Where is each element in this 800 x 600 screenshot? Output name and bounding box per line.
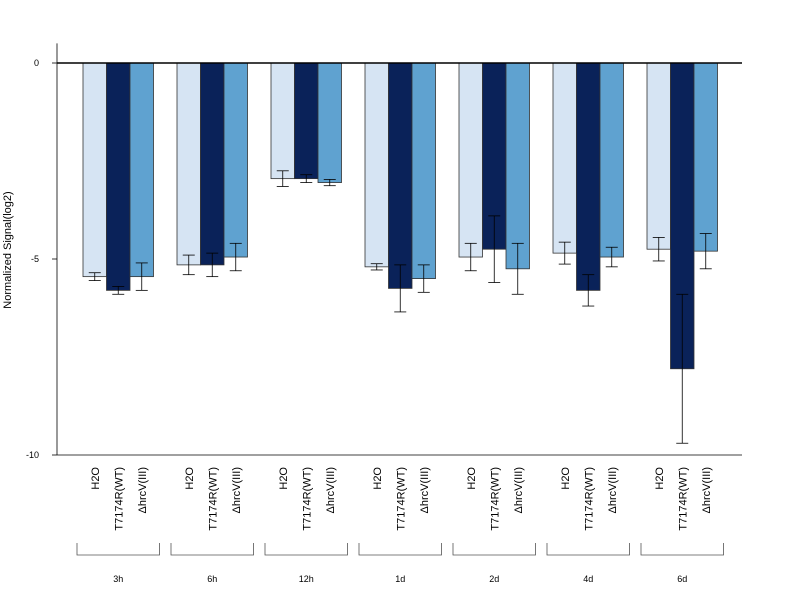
bar-3h-2 [129, 62, 154, 278]
x-tick-label: T7174R(WT) [677, 467, 689, 531]
y-axis: 0 -5 -10 [26, 43, 742, 460]
bar-1d-0 [364, 62, 389, 268]
error-bar-3h-0 [88, 272, 101, 281]
bar-4d-1 [576, 62, 601, 291]
x-tick-label: ΔhrcV(III) [137, 467, 149, 513]
error-bar-6d-1 [676, 293, 689, 444]
error-bar-1d-0 [370, 263, 383, 271]
error-bar-6h-0 [182, 254, 195, 276]
group-label: 1d [395, 574, 405, 584]
bar-12h-0 [270, 62, 295, 180]
error-bar-12h-2 [323, 179, 336, 187]
bar-6h-1 [200, 62, 225, 266]
x-tick-label: H2O [654, 467, 666, 490]
bar-1d-1 [388, 62, 413, 289]
x-tick-label: ΔhrcV(III) [513, 467, 525, 513]
error-bar-1d-2 [417, 264, 430, 293]
x-tick-label: T7174R(WT) [113, 467, 125, 531]
y-tick-label: 0 [34, 58, 39, 68]
x-tick-label: H2O [372, 467, 384, 490]
bar-6h-0 [176, 62, 201, 266]
error-bar-12h-1 [300, 174, 313, 183]
error-bar-3h-2 [135, 262, 148, 291]
bar-4d-0 [552, 62, 577, 254]
error-bars-layer [88, 170, 712, 444]
group-bracket-6h [170, 543, 254, 556]
error-bar-6d-2 [699, 233, 712, 270]
x-tick-label: H2O [466, 467, 478, 490]
bar-2d-0 [458, 62, 483, 258]
error-bar-2d-0 [464, 242, 477, 272]
error-bar-6h-2 [229, 242, 242, 272]
y-tick-label: -10 [26, 450, 39, 460]
bar-6d-0 [646, 62, 671, 250]
group-label: 3h [113, 574, 123, 584]
y-tick-label: -5 [31, 254, 39, 264]
x-tick-label: H2O [90, 467, 102, 490]
y-axis-label: Normalized Signal(log2) [2, 191, 14, 308]
bars-layer [82, 62, 718, 370]
group-bracket-3h [76, 543, 160, 556]
bar-6d-2 [693, 62, 718, 252]
group-bracket-2d [452, 543, 536, 556]
x-tick-label: H2O [560, 467, 572, 490]
error-bar-1d-1 [394, 264, 407, 313]
x-tick-label: ΔhrcV(III) [607, 467, 619, 513]
x-tick-label: T7174R(WT) [207, 467, 219, 531]
x-tick-label: H2O [184, 467, 196, 490]
bar-3h-1 [106, 62, 131, 291]
x-tick-label: T7174R(WT) [583, 467, 595, 531]
error-bar-2d-2 [511, 242, 524, 295]
error-bar-6h-1 [206, 252, 219, 278]
x-tick-label: ΔhrcV(III) [701, 467, 713, 513]
group-label: 6d [677, 574, 687, 584]
group-bracket-1d [358, 543, 442, 556]
bar-6h-2 [223, 62, 248, 258]
error-bar-4d-2 [605, 246, 618, 268]
x-tick-labels: H2O T7174R(WT) ΔhrcV(III) H2O T7174R(WT) Δhrc… [90, 467, 713, 531]
x-tick-label: ΔhrcV(III) [231, 467, 243, 513]
error-bar-12h-0 [276, 170, 289, 187]
x-tick-label: T7174R(WT) [489, 467, 501, 531]
x-tick-label: T7174R(WT) [395, 467, 407, 531]
group-label: 2d [489, 574, 499, 584]
bar-12h-1 [294, 62, 319, 180]
x-tick-label: ΔhrcV(III) [325, 467, 337, 513]
group-label: 4d [583, 574, 593, 584]
error-bar-3h-1 [112, 286, 125, 295]
error-bar-2d-1 [488, 215, 501, 283]
bar-4d-2 [599, 62, 624, 258]
error-bar-6d-0 [652, 237, 665, 262]
bar-2d-2 [505, 62, 530, 270]
x-tick-label: H2O [278, 467, 290, 490]
group-bracket-4d [546, 543, 630, 556]
x-tick-label: ΔhrcV(III) [419, 467, 431, 513]
group-bracket-6d [640, 543, 724, 556]
bar-12h-2 [317, 62, 342, 183]
group-bracket-12h [264, 543, 348, 556]
bar-1d-2 [411, 62, 436, 280]
error-bar-4d-0 [558, 241, 571, 265]
bar-3h-0 [82, 62, 107, 278]
group-brackets: 3h 6h 12h 1d 2d 4d 6d [76, 543, 724, 584]
group-label: 6h [207, 574, 217, 584]
group-label: 12h [299, 574, 314, 584]
x-tick-label: T7174R(WT) [301, 467, 313, 531]
error-bar-4d-1 [582, 274, 595, 307]
